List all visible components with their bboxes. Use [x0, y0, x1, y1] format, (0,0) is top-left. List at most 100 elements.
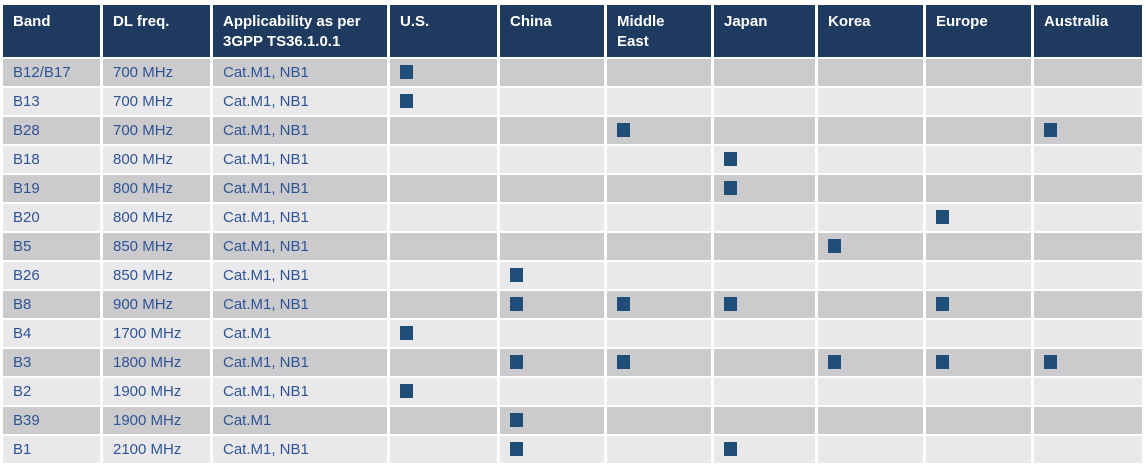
cell-region-korea	[818, 174, 923, 202]
cell-region-us	[390, 290, 497, 318]
cell-applicability: Cat.M1, NB1	[213, 116, 387, 144]
cell-region-europe	[926, 435, 1031, 463]
cell-region-china	[500, 261, 604, 289]
cell-region-japan	[714, 348, 815, 376]
cell-region-middle-east	[607, 377, 711, 405]
cell-applicability: Cat.M1, NB1	[213, 87, 387, 115]
cell-region-us	[390, 377, 497, 405]
cell-band: B19	[3, 174, 100, 202]
table-row: B2 1900 MHz Cat.M1, NB1	[3, 377, 1142, 405]
table-row: B3 1800 MHz Cat.M1, NB1	[3, 348, 1142, 376]
cell-region-japan	[714, 87, 815, 115]
column-header-applicability: Applicability as per 3GPP TS36.1.0.1	[213, 5, 387, 57]
cell-region-china	[500, 58, 604, 86]
cell-dl-freq: 1800 MHz	[103, 348, 210, 376]
applicability-marker-icon	[724, 180, 737, 195]
cell-applicability: Cat.M1, NB1	[213, 348, 387, 376]
cell-region-korea	[818, 319, 923, 347]
applicability-marker-icon	[400, 325, 413, 340]
cell-region-australia	[1034, 261, 1142, 289]
cell-region-us	[390, 261, 497, 289]
cell-region-korea	[818, 290, 923, 318]
cell-applicability: Cat.M1, NB1	[213, 261, 387, 289]
cell-region-australia	[1034, 87, 1142, 115]
cell-region-middle-east	[607, 406, 711, 434]
cell-region-japan	[714, 116, 815, 144]
cell-region-australia	[1034, 203, 1142, 231]
cell-dl-freq: 850 MHz	[103, 232, 210, 260]
applicability-marker-icon	[724, 296, 737, 311]
applicability-marker-icon	[828, 354, 841, 369]
cell-region-australia	[1034, 435, 1142, 463]
column-header-japan: Japan	[714, 5, 815, 57]
cell-dl-freq: 800 MHz	[103, 145, 210, 173]
cell-region-middle-east	[607, 435, 711, 463]
cell-region-europe	[926, 348, 1031, 376]
cell-applicability: Cat.M1	[213, 319, 387, 347]
cell-region-japan	[714, 319, 815, 347]
cell-region-china	[500, 87, 604, 115]
cell-region-korea	[818, 232, 923, 260]
cell-region-australia	[1034, 116, 1142, 144]
cell-region-australia	[1034, 319, 1142, 347]
cell-region-us	[390, 406, 497, 434]
cell-region-australia	[1034, 348, 1142, 376]
applicability-marker-icon	[510, 267, 523, 282]
cell-dl-freq: 1900 MHz	[103, 406, 210, 434]
cell-region-middle-east	[607, 261, 711, 289]
cell-region-australia	[1034, 377, 1142, 405]
cell-region-europe	[926, 58, 1031, 86]
cell-band: B28	[3, 116, 100, 144]
cell-region-japan	[714, 58, 815, 86]
table-row: B18 800 MHz Cat.M1, NB1	[3, 145, 1142, 173]
column-header-middle-east: Middle East	[607, 5, 711, 57]
applicability-marker-icon	[617, 296, 630, 311]
column-header-europe: Europe	[926, 5, 1031, 57]
column-header-china: China	[500, 5, 604, 57]
cell-region-japan	[714, 435, 815, 463]
applicability-marker-icon	[400, 93, 413, 108]
applicability-marker-icon	[510, 296, 523, 311]
cell-dl-freq: 900 MHz	[103, 290, 210, 318]
cell-band: B39	[3, 406, 100, 434]
cell-region-china	[500, 290, 604, 318]
table-row: B39 1900 MHz Cat.M1	[3, 406, 1142, 434]
cell-dl-freq: 1900 MHz	[103, 377, 210, 405]
cell-applicability: Cat.M1, NB1	[213, 435, 387, 463]
table-row: B13 700 MHz Cat.M1, NB1	[3, 87, 1142, 115]
cell-region-korea	[818, 348, 923, 376]
cell-region-korea	[818, 406, 923, 434]
cell-region-us	[390, 145, 497, 173]
cell-region-middle-east	[607, 232, 711, 260]
applicability-marker-icon	[1044, 122, 1057, 137]
cell-region-europe	[926, 261, 1031, 289]
cell-region-us	[390, 348, 497, 376]
applicability-marker-icon	[828, 238, 841, 253]
cell-region-middle-east	[607, 87, 711, 115]
cell-region-japan	[714, 261, 815, 289]
cell-region-middle-east	[607, 290, 711, 318]
applicability-marker-icon	[510, 441, 523, 456]
cell-band: B20	[3, 203, 100, 231]
cell-region-europe	[926, 290, 1031, 318]
column-header-korea: Korea	[818, 5, 923, 57]
band-applicability-table: Band DL freq. Applicability as per 3GPP TS…	[0, 3, 1145, 465]
cell-region-australia	[1034, 406, 1142, 434]
cell-applicability: Cat.M1, NB1	[213, 145, 387, 173]
cell-region-middle-east	[607, 319, 711, 347]
applicability-marker-icon	[617, 122, 630, 137]
cell-dl-freq: 800 MHz	[103, 174, 210, 202]
cell-band: B13	[3, 87, 100, 115]
cell-applicability: Cat.M1, NB1	[213, 58, 387, 86]
cell-region-europe	[926, 232, 1031, 260]
cell-region-europe	[926, 203, 1031, 231]
cell-band: B3	[3, 348, 100, 376]
cell-region-china	[500, 435, 604, 463]
cell-region-europe	[926, 406, 1031, 434]
applicability-marker-icon	[936, 354, 949, 369]
cell-region-middle-east	[607, 203, 711, 231]
cell-region-japan	[714, 290, 815, 318]
cell-region-korea	[818, 377, 923, 405]
cell-region-europe	[926, 116, 1031, 144]
cell-region-japan	[714, 174, 815, 202]
